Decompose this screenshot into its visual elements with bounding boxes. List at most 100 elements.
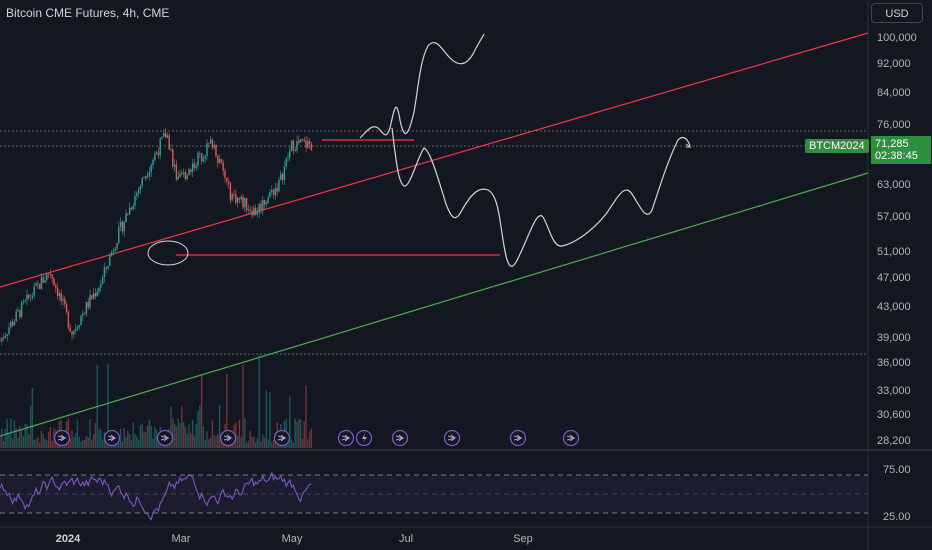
- candle-body: [51, 274, 53, 279]
- candle-body: [100, 284, 102, 288]
- event-marker-arrow: [447, 434, 457, 442]
- candle-body: [17, 310, 19, 311]
- candle-body: [290, 140, 293, 151]
- candle-body: [65, 304, 68, 312]
- candle-body: [78, 325, 80, 328]
- candle-body: [233, 194, 235, 195]
- candle-body: [274, 187, 277, 196]
- candle-body: [168, 135, 170, 150]
- candle-body: [208, 143, 210, 145]
- bullish-projection-path: [359, 33, 485, 139]
- volume-bar: [96, 364, 98, 448]
- candle-body: [204, 155, 206, 159]
- volume-bar: [193, 435, 196, 448]
- candle-body: [188, 169, 190, 175]
- candle-body: [296, 140, 298, 151]
- currency-button[interactable]: USD: [871, 3, 923, 23]
- candle-body: [308, 141, 311, 144]
- candle-body: [307, 141, 309, 148]
- volume-bar: [177, 418, 179, 448]
- volume-bar: [182, 422, 185, 448]
- volume-bar: [197, 410, 199, 448]
- candle-body: [53, 278, 55, 286]
- candle-body: [139, 185, 142, 190]
- candle-body: [49, 273, 52, 275]
- candle-body: [166, 135, 169, 138]
- volume-bars: [0, 355, 313, 448]
- volume-bar: [145, 431, 147, 448]
- candle-body: [224, 170, 226, 179]
- volume-bar: [305, 385, 307, 448]
- volume-bar: [0, 436, 1, 448]
- candle-body: [245, 197, 248, 211]
- volume-bar: [303, 420, 305, 448]
- candle-body: [182, 172, 185, 174]
- volume-bar: [91, 439, 93, 448]
- candle-body: [150, 165, 152, 172]
- event-marker-arrow: [277, 434, 287, 442]
- price-tick: 100,000: [877, 32, 917, 44]
- rsi-line: [0, 471, 312, 521]
- volume-bar: [1, 428, 3, 448]
- rsi-tick: 25.00: [883, 511, 911, 523]
- candle-body: [44, 280, 46, 283]
- candle-body: [1, 337, 3, 341]
- volume-bar: [154, 427, 156, 448]
- event-marker: [391, 429, 409, 447]
- volume-bar: [190, 433, 192, 448]
- volume-bar: [289, 396, 291, 448]
- candle-body: [260, 203, 262, 211]
- symbol-tag: BTCM2024: [805, 139, 869, 153]
- volume-bar: [269, 392, 271, 448]
- volume-bar: [128, 434, 131, 448]
- candle-body: [74, 328, 77, 332]
- candle-body: [236, 197, 239, 203]
- candle-body: [35, 283, 37, 287]
- candlesticks: [0, 127, 313, 346]
- candle-body: [121, 221, 124, 232]
- candle-body: [285, 158, 287, 167]
- candle-body: [31, 295, 34, 298]
- volume-bar: [74, 433, 77, 448]
- candle-body: [146, 175, 149, 177]
- lightning-icon: [362, 433, 367, 443]
- candle-body: [0, 340, 1, 342]
- candle-body: [244, 197, 246, 208]
- volume-bar: [139, 425, 142, 448]
- price-tick: 28,200: [877, 435, 911, 447]
- volume-bar: [254, 442, 257, 448]
- candle-body: [130, 207, 133, 210]
- candle-body: [71, 331, 73, 335]
- candle-body: [114, 248, 116, 251]
- volume-bar: [44, 438, 46, 448]
- candle-body: [76, 327, 79, 329]
- candle-body: [289, 150, 291, 158]
- candle-body: [217, 155, 219, 163]
- event-markers[interactable]: [53, 429, 580, 447]
- candle-body: [29, 297, 32, 299]
- volume-bar: [260, 441, 262, 448]
- volume-bar: [46, 440, 48, 448]
- candle-body: [62, 298, 64, 301]
- volume-bar: [170, 406, 172, 448]
- volume-bar: [204, 439, 206, 448]
- candle-body: [13, 320, 16, 326]
- candle-body: [28, 294, 30, 298]
- candle-body: [267, 197, 269, 203]
- volume-bar: [179, 423, 181, 448]
- candle-body: [145, 175, 147, 179]
- candle-body: [89, 295, 91, 308]
- price-tick: 92,000: [877, 58, 911, 70]
- volume-bar: [208, 438, 210, 448]
- volume-bar: [310, 428, 313, 448]
- candle-body: [263, 200, 266, 205]
- volume-bar: [37, 437, 39, 448]
- volume-bar: [213, 435, 215, 448]
- volume-bar: [119, 428, 122, 448]
- volume-bar: [6, 418, 8, 448]
- price-tick: 57,000: [877, 211, 911, 223]
- volume-bar: [11, 439, 14, 448]
- chart-title: Bitcoin CME Futures, 4h, CME: [6, 6, 170, 20]
- volume-bar: [26, 424, 28, 448]
